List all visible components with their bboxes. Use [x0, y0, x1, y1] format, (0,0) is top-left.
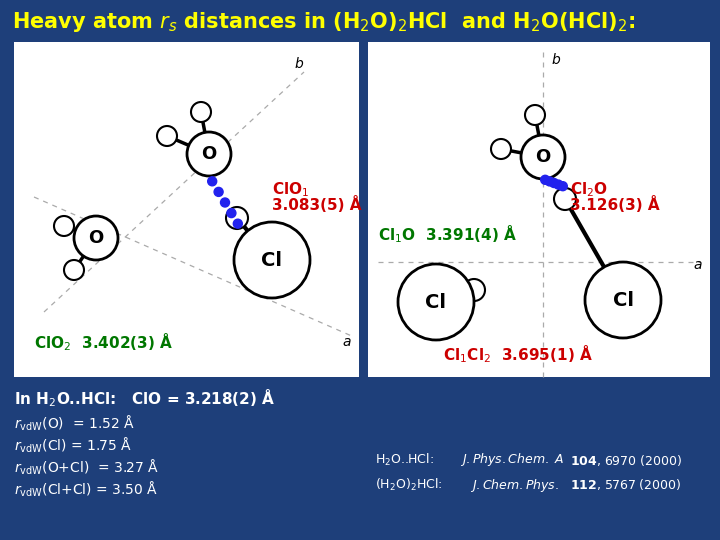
- Text: $\it{J.Phys.Chem.}$ $\it{A}$: $\it{J.Phys.Chem.}$ $\it{A}$: [460, 451, 565, 469]
- Text: Heavy atom $r_s$ distances in (H$_2$O)$_2$HCl  and H$_2$O(HCl)$_2$:: Heavy atom $r_s$ distances in (H$_2$O)$_…: [12, 10, 635, 34]
- Circle shape: [187, 132, 231, 176]
- Circle shape: [549, 179, 559, 187]
- Circle shape: [491, 139, 511, 159]
- Text: $a$: $a$: [693, 258, 703, 272]
- Text: $r_{\rm vdW}$(O)  = 1.52 Å: $r_{\rm vdW}$(O) = 1.52 Å: [14, 413, 135, 433]
- Text: Cl: Cl: [426, 293, 446, 312]
- Text: O: O: [89, 229, 104, 247]
- Text: Cl$_1$O  3.391(4) Å: Cl$_1$O 3.391(4) Å: [378, 223, 517, 245]
- Text: 3.083(5) Å: 3.083(5) Å: [272, 197, 361, 213]
- Text: ClO$_1$: ClO$_1$: [272, 181, 310, 199]
- Circle shape: [226, 207, 248, 229]
- Circle shape: [558, 181, 567, 191]
- Text: $r_{\rm vdW}$(O+Cl)  = 3.27 Å: $r_{\rm vdW}$(O+Cl) = 3.27 Å: [14, 457, 159, 477]
- Text: $b$: $b$: [294, 57, 304, 71]
- Text: In H$_2$O..HCl:   ClO = 3.218(2) Å: In H$_2$O..HCl: ClO = 3.218(2) Å: [14, 387, 276, 409]
- Text: (H$_2$O)$_2$HCl:: (H$_2$O)$_2$HCl:: [375, 477, 448, 493]
- Bar: [14, 42, 359, 377]
- Circle shape: [157, 126, 177, 146]
- Circle shape: [585, 262, 661, 338]
- Bar: [368, 42, 710, 377]
- Text: O: O: [536, 148, 551, 166]
- Circle shape: [214, 187, 223, 197]
- Circle shape: [554, 180, 563, 189]
- Text: O: O: [202, 145, 217, 163]
- Text: Cl: Cl: [613, 291, 634, 309]
- Text: $\bf{104}$, 6970 (2000): $\bf{104}$, 6970 (2000): [570, 453, 683, 468]
- Text: $a$: $a$: [342, 335, 352, 349]
- Circle shape: [545, 177, 554, 186]
- Circle shape: [541, 176, 549, 184]
- Circle shape: [191, 102, 211, 122]
- Circle shape: [521, 135, 565, 179]
- Text: Cl$_1$Cl$_2$  3.695(1) Å: Cl$_1$Cl$_2$ 3.695(1) Å: [443, 343, 593, 365]
- Circle shape: [554, 188, 576, 210]
- Circle shape: [525, 105, 545, 125]
- Circle shape: [54, 216, 74, 236]
- Circle shape: [74, 216, 118, 260]
- Text: H$_2$O..HCl:: H$_2$O..HCl:: [375, 452, 439, 468]
- Circle shape: [234, 222, 310, 298]
- Circle shape: [220, 198, 230, 207]
- Text: $b$: $b$: [551, 52, 561, 68]
- Text: Cl: Cl: [261, 251, 282, 269]
- Text: $r_{\rm vdW}$(Cl) = 1.75 Å: $r_{\rm vdW}$(Cl) = 1.75 Å: [14, 435, 132, 455]
- Circle shape: [233, 219, 243, 228]
- Text: 3.126(3) Å: 3.126(3) Å: [570, 197, 660, 213]
- Text: $\bf{112}$, 5767 (2000): $\bf{112}$, 5767 (2000): [570, 477, 681, 492]
- Circle shape: [207, 177, 217, 186]
- Circle shape: [64, 260, 84, 280]
- Text: $r_{\rm vdW}$(Cl+Cl) = 3.50 Å: $r_{\rm vdW}$(Cl+Cl) = 3.50 Å: [14, 480, 158, 499]
- Text: $\it{J.Chem.Phys.}$: $\it{J.Chem.Phys.}$: [470, 476, 563, 494]
- Circle shape: [463, 279, 485, 301]
- Circle shape: [398, 264, 474, 340]
- Text: ClO$_2$  3.402(3) Å: ClO$_2$ 3.402(3) Å: [34, 331, 174, 353]
- Text: Cl$_2$O: Cl$_2$O: [570, 181, 608, 199]
- Circle shape: [227, 208, 236, 218]
